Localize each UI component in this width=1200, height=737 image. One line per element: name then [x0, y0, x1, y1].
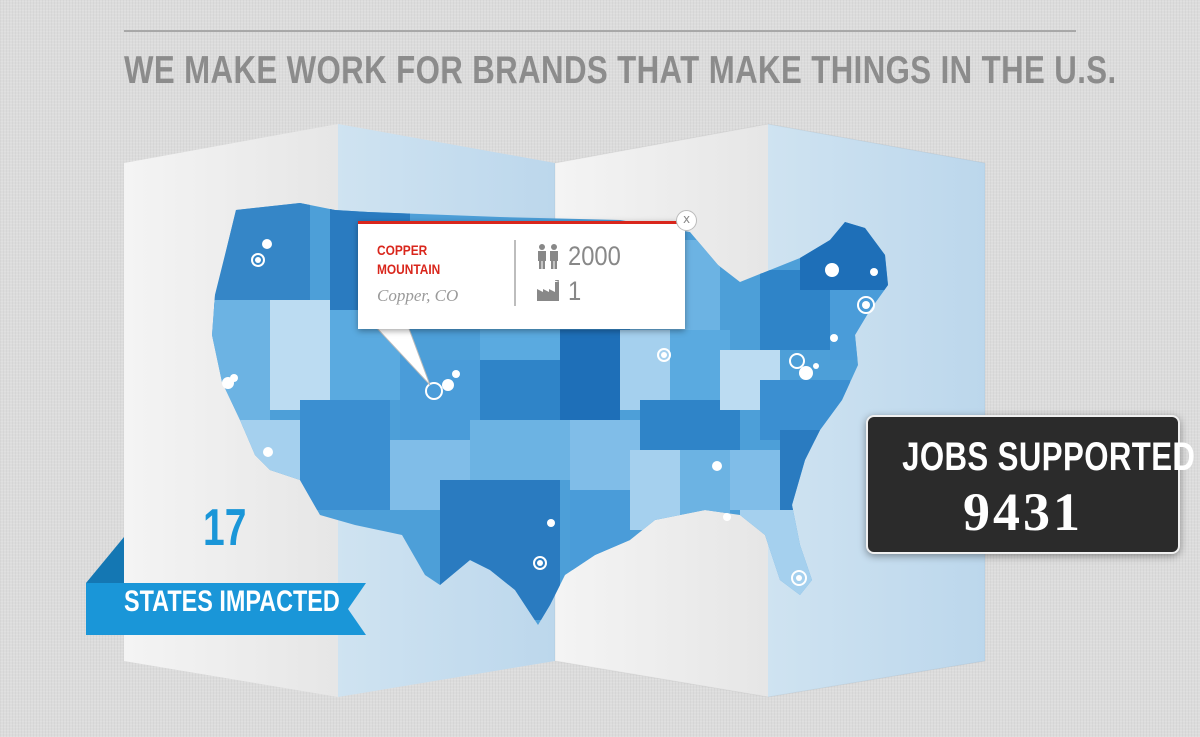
location-marker-icon [789, 353, 805, 369]
location-marker-icon [857, 296, 875, 314]
popup-jobs-stat: 2000 [536, 241, 628, 271]
states-impacted-label: STATES IMPACTED [124, 585, 340, 618]
location-marker-icon [425, 382, 443, 400]
location-marker-icon [712, 461, 722, 471]
location-marker-icon [533, 556, 547, 570]
jobs-supported-title: JOBS SUPPORTED [902, 435, 1196, 479]
location-marker-icon [263, 447, 273, 457]
location-marker-icon [723, 513, 731, 521]
location-marker-icon [657, 348, 671, 362]
jobs-supported-box: JOBS SUPPORTED 9431 [866, 415, 1196, 554]
jobs-supported-value: 9431 [963, 482, 1083, 542]
popup-location-city: Copper, CO [377, 286, 459, 305]
popup-divider [514, 240, 516, 306]
ribbon-fold [86, 537, 124, 583]
location-marker-icon [262, 239, 272, 249]
popup-jobs-value: 2000 [568, 240, 621, 271]
location-marker-icon [251, 253, 265, 267]
location-marker-icon [547, 519, 555, 527]
states-impacted-count: 17 [203, 499, 247, 557]
header-rule [124, 30, 1076, 32]
location-marker-icon [825, 263, 839, 277]
people-icon [538, 244, 558, 269]
location-popup: COPPER MOUNTAIN Copper, CO 2000 1 [358, 221, 685, 329]
popup-close-button[interactable]: x [676, 210, 697, 231]
popup-location-name: COPPER MOUNTAIN [377, 242, 441, 277]
location-markers [222, 239, 878, 586]
location-marker-icon [791, 570, 807, 586]
popup-factory-value: 1 [568, 275, 582, 306]
popup-factory-stat: 1 [536, 276, 583, 306]
factory-icon [537, 280, 560, 301]
states-ribbon [86, 583, 366, 635]
